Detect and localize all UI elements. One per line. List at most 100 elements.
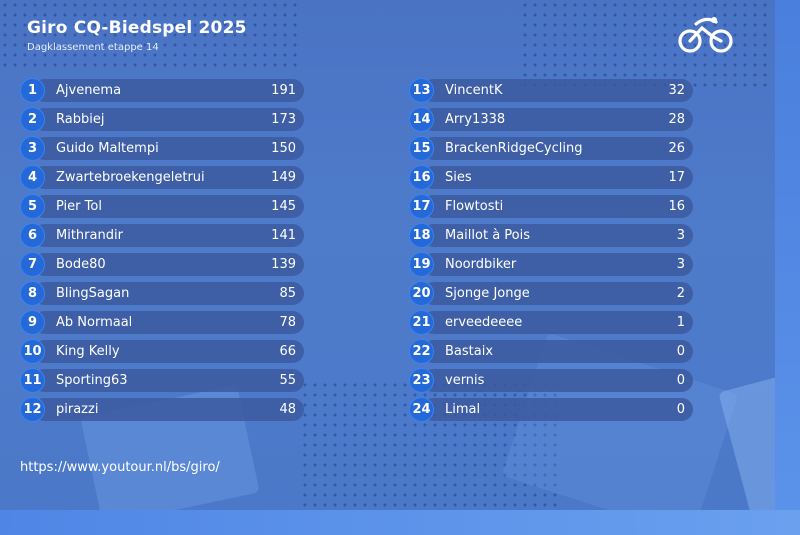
player-score: 3: [676, 257, 685, 272]
row-bar: [33, 398, 304, 421]
row-bar: [422, 253, 693, 276]
player-score: 32: [668, 83, 685, 98]
player-name: VincentK: [445, 83, 503, 98]
row-bar: [422, 224, 693, 247]
player-score: 2: [676, 286, 685, 301]
player-score: 141: [271, 228, 296, 243]
leaderboard-row: 20 Sjonge Jonge 2: [409, 281, 693, 306]
player-name: Arry1338: [445, 112, 506, 127]
rank-badge: 20: [409, 281, 434, 306]
rank-badge: 22: [409, 339, 434, 364]
rank-badge: 13: [409, 78, 434, 103]
player-score: 0: [676, 344, 685, 359]
rank-badge: 24: [409, 397, 434, 422]
dot-pattern-top: [0, 0, 300, 70]
rank-badge: 4: [20, 165, 45, 190]
row-bar: [422, 195, 693, 218]
player-score: 173: [271, 112, 296, 127]
player-name: Ajvenema: [56, 83, 122, 98]
player-score: 150: [271, 141, 296, 156]
leaderboard-row: 18 Maillot à Pois 3: [409, 223, 693, 248]
row-bar: [422, 137, 693, 160]
player-name: BlingSagan: [56, 286, 130, 301]
right-edge-strip: [775, 0, 800, 535]
row-bar: [422, 108, 693, 131]
player-name: Zwartebroekengeletrui: [56, 170, 205, 185]
player-name: Limal: [445, 402, 481, 417]
player-name: vernis: [445, 373, 485, 388]
rank-badge: 18: [409, 223, 434, 248]
leaderboard-row: 24 Limal 0: [409, 397, 693, 422]
player-score: 3: [676, 228, 685, 243]
rank-badge: 1: [20, 78, 45, 103]
page-title: Giro CQ-Biedspel 2025: [27, 18, 247, 38]
player-name: Ab Normaal: [56, 315, 133, 330]
leaderboard-row: 4 Zwartebroekengeletrui 149: [20, 165, 304, 190]
player-name: Sies: [445, 170, 472, 185]
leaderboard-row: 5 Pier Tol 145: [20, 194, 304, 219]
player-name: erveedeeee: [445, 315, 523, 330]
row-bar: [33, 108, 304, 131]
dot-pattern-top-right: [520, 0, 770, 90]
player-score: 28: [668, 112, 685, 127]
row-bar: [33, 195, 304, 218]
bottom-edge-strip: [0, 510, 800, 535]
leaderboard-row: 8 BlingSagan 85: [20, 281, 304, 306]
row-bar: [33, 166, 304, 189]
rank-badge: 19: [409, 252, 434, 277]
rank-badge: 11: [20, 368, 45, 393]
row-bar: [422, 398, 693, 421]
rank-badge: 23: [409, 368, 434, 393]
player-name: Flowtosti: [445, 199, 504, 214]
leaderboard-row: 7 Bode80 139: [20, 252, 304, 277]
footer-url[interactable]: https://www.youtour.nl/bs/giro/: [20, 460, 220, 475]
rank-badge: 16: [409, 165, 434, 190]
player-score: 78: [279, 315, 296, 330]
row-bar: [33, 79, 304, 102]
player-score: 48: [279, 402, 296, 417]
player-name: Bastaix: [445, 344, 494, 359]
player-name: pirazzi: [56, 402, 99, 417]
player-score: 1: [676, 315, 685, 330]
row-bar: [33, 311, 304, 334]
player-score: 149: [271, 170, 296, 185]
rank-badge: 6: [20, 223, 45, 248]
player-name: Maillot à Pois: [445, 228, 531, 243]
rank-badge: 3: [20, 136, 45, 161]
row-bar: [422, 282, 693, 305]
row-bar: [33, 224, 304, 247]
player-score: 145: [271, 199, 296, 214]
player-score: 0: [676, 402, 685, 417]
player-name: Sjonge Jonge: [445, 286, 530, 301]
leaderboard-row: 12 pirazzi 48: [20, 397, 304, 422]
row-bar: [422, 311, 693, 334]
row-bar: [422, 369, 693, 392]
row-bar: [33, 282, 304, 305]
leaderboard-row: 6 Mithrandir 141: [20, 223, 304, 248]
player-score: 26: [668, 141, 685, 156]
player-name: Noordbiker: [445, 257, 517, 272]
rank-badge: 10: [20, 339, 45, 364]
rank-badge: 8: [20, 281, 45, 306]
leaderboard-row: 13 VincentK 32: [409, 78, 693, 103]
row-bar: [422, 166, 693, 189]
rank-badge: 2: [20, 107, 45, 132]
rank-badge: 9: [20, 310, 45, 335]
leaderboard-row: 15 BrackenRidgeCycling 26: [409, 136, 693, 161]
player-name: Mithrandir: [56, 228, 123, 243]
player-score: 191: [271, 83, 296, 98]
player-name: Sporting63: [56, 373, 128, 388]
leaderboard-left-column: 1 Ajvenema 191 2 Rabbiej 173 3 Guido Mal…: [20, 78, 304, 427]
row-bar: [33, 340, 304, 363]
leaderboard-row: 22 Bastaix 0: [409, 339, 693, 364]
leaderboard-row: 10 King Kelly 66: [20, 339, 304, 364]
leaderboard-row: 21 erveedeeee 1: [409, 310, 693, 335]
leaderboard-row: 14 Arry1338 28: [409, 107, 693, 132]
rank-badge: 17: [409, 194, 434, 219]
leaderboard-row: 16 Sies 17: [409, 165, 693, 190]
row-bar: [33, 137, 304, 160]
player-score: 17: [668, 170, 685, 185]
player-score: 139: [271, 257, 296, 272]
leaderboard-row: 3 Guido Maltempi 150: [20, 136, 304, 161]
player-name: Bode80: [56, 257, 106, 272]
